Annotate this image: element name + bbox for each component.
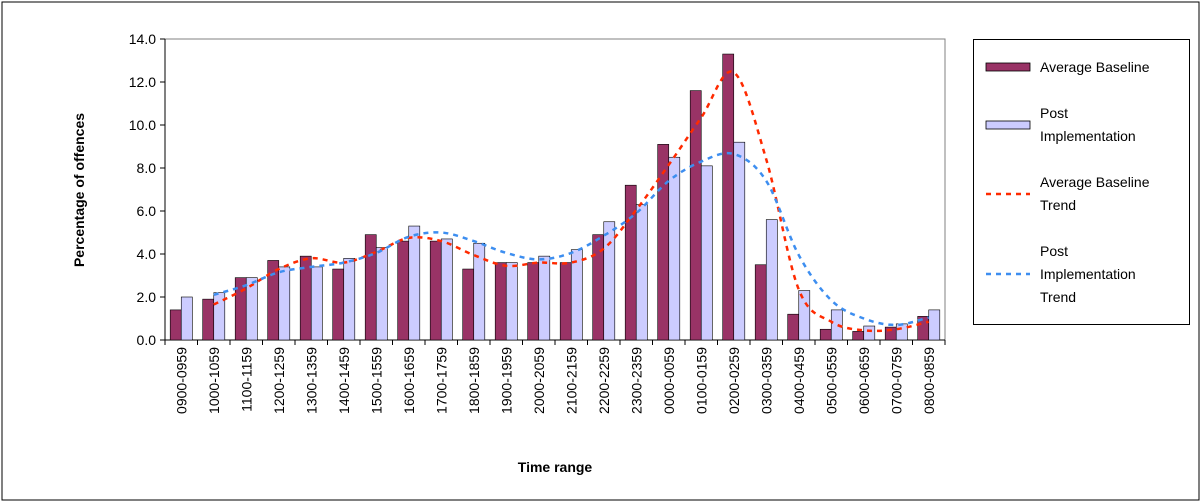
legend-item: Post Implementation: [974, 102, 1189, 148]
bar: [408, 225, 421, 341]
legend-swatch: [986, 192, 1030, 195]
bar: [429, 240, 442, 341]
legend-swatch: [985, 120, 1031, 129]
bar: [343, 257, 356, 341]
x-tick-label: 0300-0359: [758, 347, 774, 414]
bar: [819, 328, 832, 341]
bar: [310, 266, 323, 341]
bar: [852, 331, 865, 341]
bar: [267, 260, 280, 341]
bar: [473, 242, 486, 341]
bar: [603, 221, 616, 341]
bar: [895, 323, 908, 341]
y-tick-label: 2.0: [137, 289, 157, 305]
x-tick-label: 0400-0459: [791, 347, 807, 414]
bar: [928, 309, 941, 341]
bar: [863, 325, 876, 341]
x-tick-label: 1300-1359: [303, 347, 319, 414]
bar: [635, 204, 648, 341]
bar: [169, 309, 182, 341]
y-tick-label: 14.0: [129, 31, 156, 47]
x-tick-label: 0200-0259: [726, 347, 742, 414]
bar: [245, 277, 258, 341]
legend: Average Baseline Post Implementation Avera…: [973, 39, 1190, 325]
bar: [830, 309, 843, 341]
y-tick-label: 10.0: [129, 117, 156, 133]
x-tick-label: 1600-1659: [401, 347, 417, 414]
x-tick-label: 0600-0659: [856, 347, 872, 414]
x-tick-label: 2300-2359: [628, 347, 644, 414]
x-tick-label: 2000-2059: [531, 347, 547, 414]
x-tick-label: 1200-1259: [271, 347, 287, 414]
y-tick-label: 8.0: [137, 160, 157, 176]
bar: [527, 262, 540, 341]
bar: [213, 292, 226, 341]
bar: [570, 249, 583, 341]
x-tick-label: 2100-2159: [563, 347, 579, 414]
bar: [364, 234, 377, 341]
x-tick-label: 1500-1559: [368, 347, 384, 414]
bar: [733, 141, 746, 341]
x-tick-label: 2200-2259: [596, 347, 612, 414]
legend-swatch: [986, 272, 1030, 276]
bar: [722, 53, 735, 341]
legend-swatch-bar: [985, 62, 1031, 72]
bar: [765, 219, 778, 341]
x-tick-label: 0700-0759: [888, 347, 904, 414]
bar: [559, 262, 572, 341]
legend-item: Average Baseline Trend: [974, 171, 1189, 217]
bar: [202, 298, 215, 341]
bar: [754, 264, 767, 341]
legend-label: Average Baseline: [1040, 58, 1150, 75]
bar: [462, 268, 475, 341]
legend-item: Average Baseline: [974, 56, 1189, 79]
x-tick-label: 1700-1759: [433, 347, 449, 414]
x-tick-label: 0000-0059: [661, 347, 677, 414]
legend-label: Post Implementation: [1040, 104, 1136, 144]
bar: [700, 165, 713, 341]
bar: [787, 313, 800, 341]
x-tick-label: 1800-1859: [466, 347, 482, 414]
bar: [668, 156, 681, 341]
bar: [538, 255, 551, 341]
bar: [505, 262, 518, 341]
x-tick-label: 0100-0159: [693, 347, 709, 414]
plot-area: [164, 38, 946, 341]
x-tick-label: 1900-1959: [498, 347, 514, 414]
bar: [278, 266, 291, 341]
legend-swatch: [985, 62, 1031, 72]
bar: [375, 247, 388, 341]
legend-label: Average Baseline Trend: [1040, 173, 1150, 213]
y-tick-label: 4.0: [137, 246, 157, 262]
bar: [440, 238, 453, 341]
bar: [624, 184, 637, 341]
bar: [798, 290, 811, 341]
bar: [180, 296, 193, 341]
bar: [689, 90, 702, 341]
bar: [397, 240, 410, 341]
y-tick-label: 0.0: [137, 332, 157, 348]
legend-label: Post Implementation Trend: [1040, 242, 1136, 305]
y-tick-label: 6.0: [137, 203, 157, 219]
x-axis-title: Time range: [518, 459, 593, 475]
y-tick-label: 12.0: [129, 74, 156, 90]
x-tick-label: 1000-1059: [206, 347, 222, 414]
trend-line: [213, 151, 930, 327]
x-tick-label: 0900-0959: [173, 347, 189, 414]
y-axis-title: Percentage of offences: [71, 113, 87, 267]
bar: [494, 262, 507, 341]
x-tick-label: 0500-0559: [823, 347, 839, 414]
bar: [332, 268, 345, 341]
legend-item: Post Implementation Trend: [974, 240, 1189, 309]
x-tick-label: 1100-1159: [238, 347, 254, 412]
x-tick-label: 1400-1459: [336, 347, 352, 414]
legend-swatch-bar: [985, 120, 1031, 129]
x-tick-label: 0800-0859: [921, 347, 937, 414]
